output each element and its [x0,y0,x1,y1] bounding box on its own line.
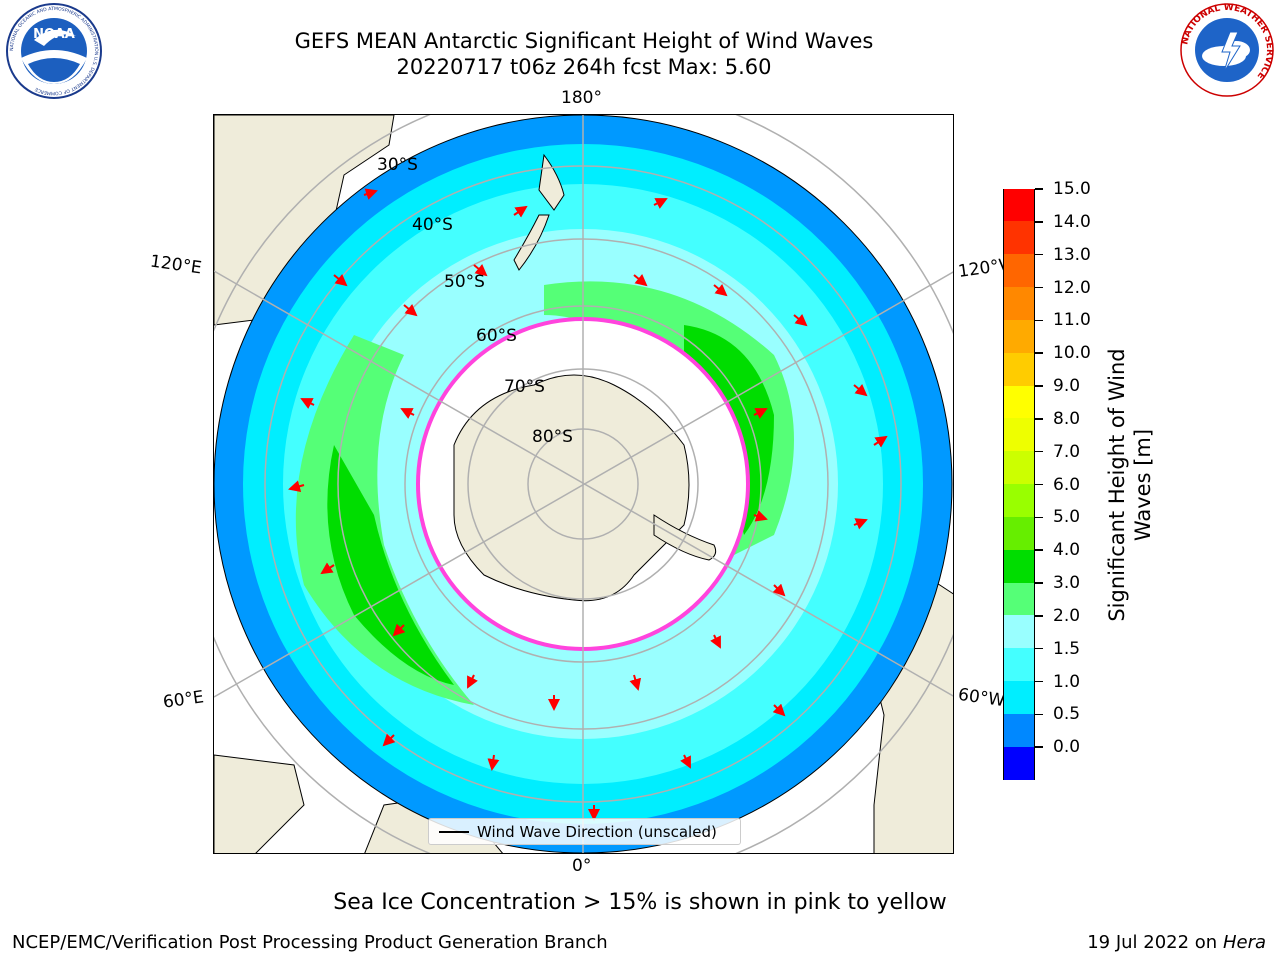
colorbar-tick-mark [1035,286,1043,289]
footer-date: 19 Jul 2022 on Hera [1087,932,1266,953]
colorbar-tick-mark [1035,647,1043,650]
footer-date-text: 19 Jul 2022 on [1087,932,1223,953]
colorbar-tick-label: 13.0 [1053,244,1091,265]
lon-label-60w: 60°W [956,684,1007,712]
colorbar-tick-label: 8.0 [1053,408,1081,429]
colorbar-tick-label: 0.5 [1053,704,1081,725]
colorbar-tick-label: 1.5 [1053,638,1081,659]
colorbar-title-line2: Waves [m] [1131,428,1155,542]
lat-label-60s: 60°S [476,326,517,346]
lat-label-80s: 80°S [532,427,573,447]
lat-label-70s: 70°S [504,377,545,397]
colorbar-segment [1004,549,1034,583]
colorbar-tick-label: 15.0 [1053,179,1091,199]
lon-label-180: 180° [561,88,602,108]
polar-map: 30°S 40°S 50°S 60°S 70°S 80°S [213,114,954,854]
lat-label-30s: 30°S [377,155,418,175]
colorbar-segment [1004,287,1034,321]
wave-field-indian-core [327,445,454,685]
colorbar-segment [1004,254,1034,288]
colorbar-tick-label: 5.0 [1053,507,1081,528]
colorbar-tick-label: 12.0 [1053,277,1091,298]
chart-subtitle: 20220717 t06z 264h fcst Max: 5.60 [396,55,772,79]
graticule [214,115,953,853]
colorbar-tick-mark [1035,483,1043,486]
colorbar-tick-label: 7.0 [1053,441,1081,462]
colorbar-segment [1004,188,1034,222]
colorbar-tick-label: 1.0 [1053,671,1081,692]
colorbar-tick-label: 6.0 [1053,474,1081,495]
colorbar-segment [1004,516,1034,551]
colorbar-tick-mark [1035,418,1043,420]
colorbar-tick-mark [1035,582,1043,584]
colorbar-segment [1004,451,1034,485]
colorbar-tick-mark [1035,253,1043,256]
chart-title: GEFS MEAN Antarctic Significant Height o… [294,29,874,53]
colorbar-tick-label: 14.0 [1053,211,1091,232]
colorbar-tick-mark [1035,352,1043,354]
colorbar-tick-label: 9.0 [1053,376,1081,396]
colorbar-tick-label: 10.0 [1053,343,1091,364]
colorbar-segment [1004,385,1034,419]
colorbar-tick-label: 4.0 [1053,540,1081,561]
colorbar-segment [1004,713,1034,748]
colorbar-tick-mark [1035,188,1043,190]
colorbar-segment [1004,582,1034,616]
colorbar-tick-mark [1035,450,1043,453]
lat-label-40s: 40°S [412,215,453,235]
colorbar-tick-mark [1035,746,1043,748]
colorbar-tick-label: 3.0 [1053,573,1081,593]
colorbar-segment [1004,746,1034,780]
lon-label-60e: 60°E [161,687,206,713]
colorbar-tick-mark [1035,319,1043,322]
colorbar-tick-label: 11.0 [1053,310,1091,331]
footer-org: NCEP/EMC/Verification Post Processing Pr… [12,932,608,953]
colorbar-segment [1004,648,1034,682]
footer-host: Hera [1222,932,1266,953]
lon-label-0: 0° [572,856,592,876]
colorbar-segment [1004,681,1034,715]
wind-wave-arrows [288,188,888,821]
legend-label: Wind Wave Direction (unscaled) [477,823,717,841]
legend-line-swatch [439,831,469,833]
colorbar-tick-mark [1035,221,1043,223]
colorbar-tick-mark [1035,615,1043,617]
sea-ice-note: Sea Ice Concentration > 15% is shown in … [333,890,947,915]
noaa-logo: NOAA NATIONAL OCEANIC AND ATMOSPHERIC AD… [4,2,104,100]
colorbar-tick-label: 0.0 [1053,737,1081,758]
nws-logo: NATIONAL WEATHER SERVICE [1178,2,1276,98]
colorbar-tick-mark [1035,385,1043,387]
colorbar-tick-mark [1035,516,1043,519]
colorbar-tick-mark [1035,680,1043,683]
colorbar-segment [1004,418,1034,452]
colorbar-segment [1004,615,1034,649]
colorbar-segment [1004,352,1034,386]
colorbar-tick-mark [1035,549,1043,551]
map-legend: Wind Wave Direction (unscaled) [428,818,741,845]
colorbar [1003,188,1035,780]
colorbar-segment [1004,319,1034,354]
colorbar-title: Significant Height of Wind Waves [m] [1104,325,1156,645]
colorbar-tick-mark [1035,713,1043,716]
noaa-logo-text: NOAA [33,27,75,42]
colorbar-title-line1: Significant Height of Wind [1105,348,1129,622]
colorbar-tick-label: 2.0 [1053,605,1081,626]
colorbar-segment [1004,484,1034,518]
antarctica [453,374,690,602]
new-zealand [513,153,565,271]
lon-label-120e: 120°E [148,251,203,279]
colorbar-segment [1004,221,1034,255]
lat-label-50s: 50°S [444,272,485,292]
wave-field-indian [295,335,474,705]
